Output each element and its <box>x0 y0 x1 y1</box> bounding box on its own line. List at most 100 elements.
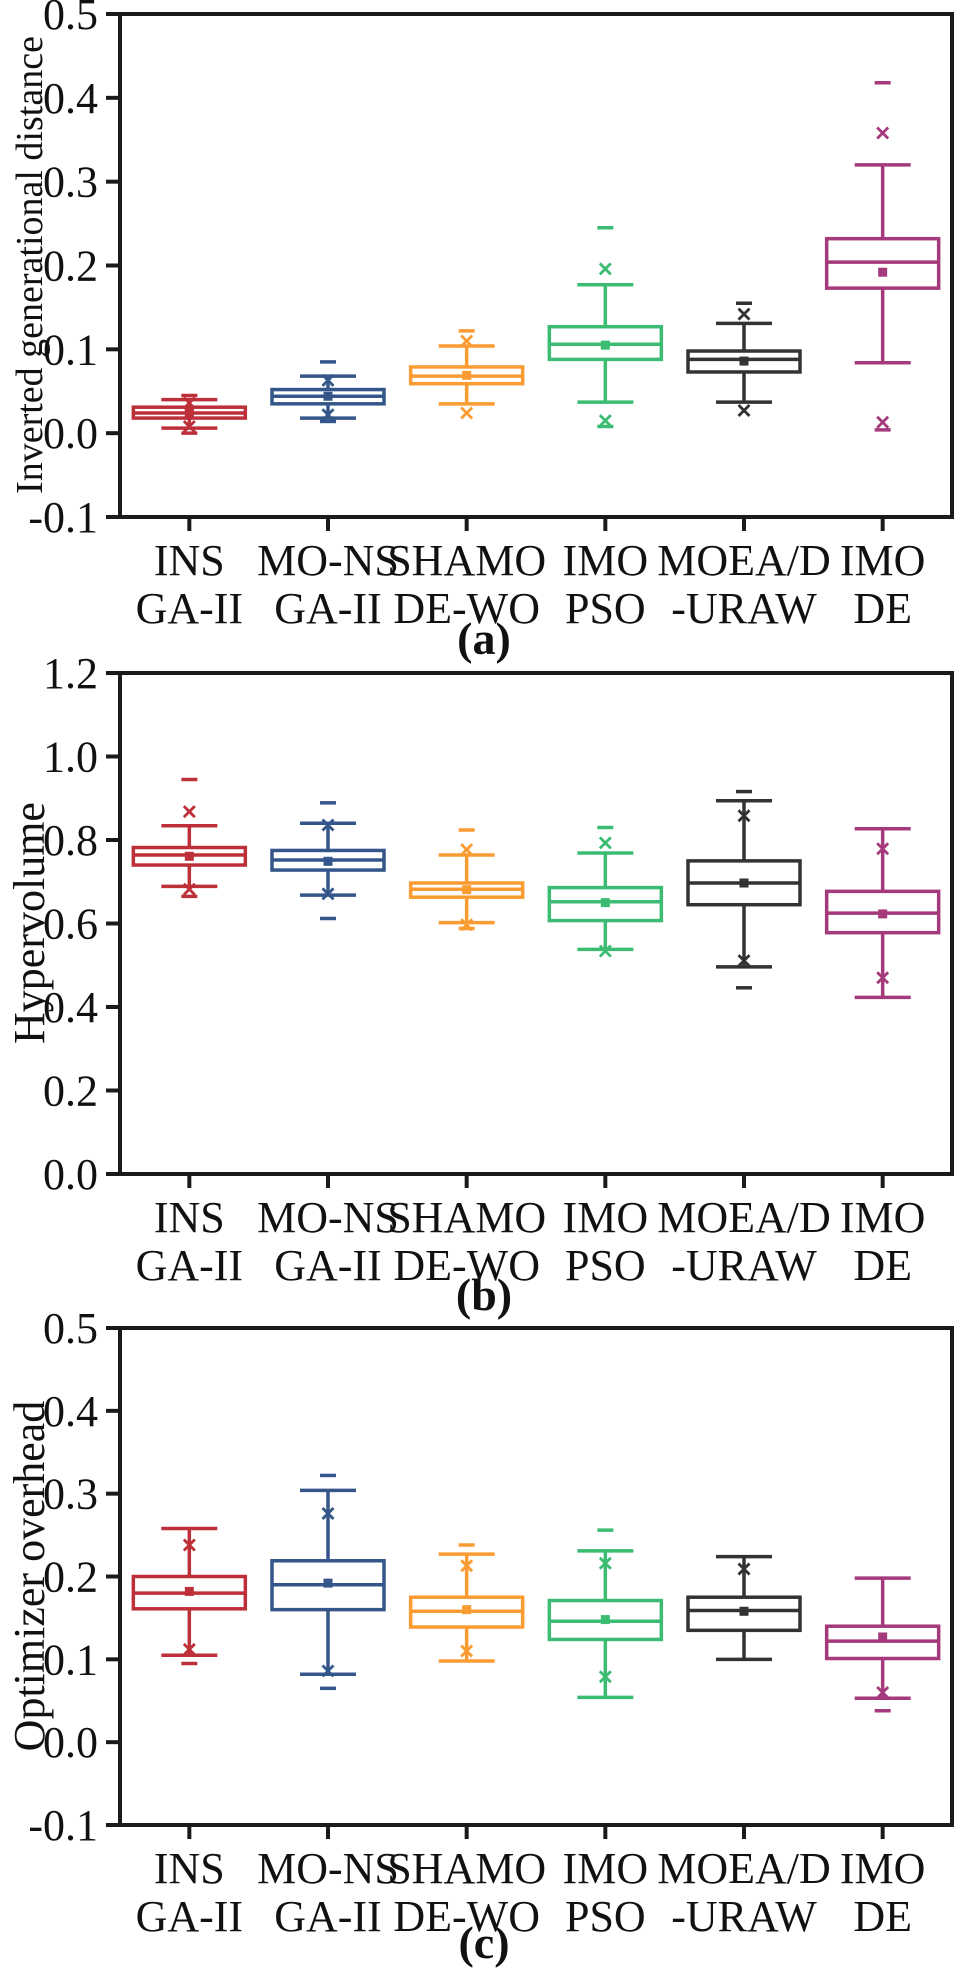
outlier-x-marker <box>876 126 890 140</box>
outlier-x-marker <box>182 1538 196 1552</box>
panel-caption-a: (a) <box>457 613 511 664</box>
mean-marker <box>184 1586 194 1596</box>
y-tick-label: 0.0 <box>43 1718 98 1767</box>
mean-marker <box>600 340 610 350</box>
x-category-label-line2: GA-II <box>274 584 382 633</box>
y-tick-label: 0.8 <box>43 816 98 865</box>
x-category-label-line2: DE <box>853 1241 912 1290</box>
x-category-label-line1: IMO <box>840 1193 926 1242</box>
outlier-x-marker <box>737 1562 751 1576</box>
x-category-label-line1: IMO <box>840 536 926 585</box>
mean-marker <box>462 370 472 380</box>
y-tick-label: 0.4 <box>43 1387 98 1436</box>
outlier-x-marker <box>598 262 612 276</box>
outlier-x-marker <box>321 818 335 832</box>
outlier-x-marker <box>321 373 335 387</box>
x-category-label-line1: SHAMO <box>387 536 546 585</box>
outlier-x-marker <box>737 404 751 418</box>
outlier-x-marker <box>321 1664 335 1678</box>
x-category-label-line2: -URAW <box>671 1241 817 1290</box>
outlier-x-marker <box>182 419 196 433</box>
y-tick-label: 0.2 <box>43 1067 98 1116</box>
outlier-x-marker <box>598 1670 612 1684</box>
x-category-label-line1: INS <box>154 1844 225 1893</box>
x-category-label-line1: IMO <box>563 1193 649 1242</box>
mean-marker <box>739 878 749 888</box>
y-tick-label: 0.5 <box>43 0 98 39</box>
x-category-label-line1: MOEA/D <box>657 1844 831 1893</box>
outlier-x-marker <box>460 1559 474 1573</box>
x-category-label-line2: PSO <box>565 1241 646 1290</box>
x-category-label-line2: DE <box>853 584 912 633</box>
y-tick-label: -0.1 <box>28 1801 98 1850</box>
box-MOEA/D-URAW <box>686 1595 802 1633</box>
outlier-x-marker <box>460 1644 474 1658</box>
mean-marker <box>462 1605 472 1615</box>
outlier-x-marker <box>737 307 751 321</box>
mean-marker <box>323 856 333 866</box>
outlier-x-marker <box>876 842 890 856</box>
x-category-label-line2: DE-WO <box>393 584 540 633</box>
x-category-label-line1: IMO <box>563 536 649 585</box>
outlier-x-marker <box>182 1642 196 1656</box>
mean-marker <box>739 356 749 366</box>
outlier-x-marker <box>598 836 612 850</box>
outlier-x-marker <box>876 971 890 985</box>
x-category-label-line2: GA-II <box>274 1892 382 1941</box>
outlier-x-marker <box>598 1556 612 1570</box>
x-category-label-line2: DE <box>853 1892 912 1941</box>
outlier-x-marker <box>182 396 196 410</box>
x-category-label-line2: DE-WO <box>393 1892 540 1941</box>
x-category-label-line2: GA-II <box>274 1241 382 1290</box>
y-tick-label: 1.2 <box>43 649 98 698</box>
outlier-x-marker <box>737 954 751 968</box>
y-tick-label: -0.1 <box>28 493 98 542</box>
outlier-x-marker <box>182 882 196 896</box>
y-tick-label: 0.4 <box>43 983 98 1032</box>
x-category-label-line1: SHAMO <box>387 1193 546 1242</box>
mean-marker <box>878 1632 888 1642</box>
y-tick-label: 0.0 <box>43 1150 98 1199</box>
mean-marker <box>323 1578 333 1588</box>
mean-marker <box>739 1606 749 1616</box>
x-category-label-line1: MO-NS <box>257 536 399 585</box>
x-category-label-line1: INS <box>154 536 225 585</box>
x-category-label-line1: IMO <box>840 1844 926 1893</box>
outlier-x-marker <box>460 406 474 420</box>
outlier-x-marker <box>460 334 474 348</box>
mean-marker <box>600 1615 610 1625</box>
x-category-label-line2: -URAW <box>671 584 817 633</box>
outlier-x-marker <box>321 1507 335 1521</box>
mean-marker <box>462 885 472 895</box>
outlier-x-marker <box>321 408 335 422</box>
y-axis-title-b: Hypervolume <box>5 802 54 1044</box>
x-category-label-line2: -URAW <box>671 1892 817 1941</box>
y-tick-label: 0.2 <box>43 1553 98 1602</box>
outlier-x-marker <box>321 887 335 901</box>
x-category-label-line2: GA-II <box>136 584 244 633</box>
x-category-label-line1: IMO <box>563 1844 649 1893</box>
outlier-x-marker <box>598 414 612 428</box>
x-category-label-line2: GA-II <box>136 1241 244 1290</box>
mean-marker <box>184 408 194 418</box>
y-tick-label: 0.1 <box>43 1635 98 1684</box>
mean-marker <box>184 851 194 861</box>
y-axis-title-a: Inverted generational distance <box>9 36 51 494</box>
mean-marker <box>323 391 333 401</box>
y-tick-label: 0.4 <box>43 74 98 123</box>
x-category-label-line1: MOEA/D <box>657 1193 831 1242</box>
x-category-label-line1: MO-NS <box>257 1844 399 1893</box>
x-category-label-line2: DE-WO <box>393 1241 540 1290</box>
y-tick-label: 0.3 <box>43 158 98 207</box>
y-tick-label: 0.1 <box>43 325 98 374</box>
x-category-label-line1: SHAMO <box>387 1844 546 1893</box>
panel-caption-b: (b) <box>455 1269 513 1320</box>
outlier-x-marker <box>876 415 890 429</box>
mean-marker <box>878 909 888 919</box>
outlier-x-marker <box>737 809 751 823</box>
x-category-label-line2: PSO <box>565 584 646 633</box>
y-tick-label: 0.5 <box>43 1304 98 1353</box>
panel-caption-c: (c) <box>458 1917 510 1968</box>
y-tick-label: 1.0 <box>43 733 98 782</box>
